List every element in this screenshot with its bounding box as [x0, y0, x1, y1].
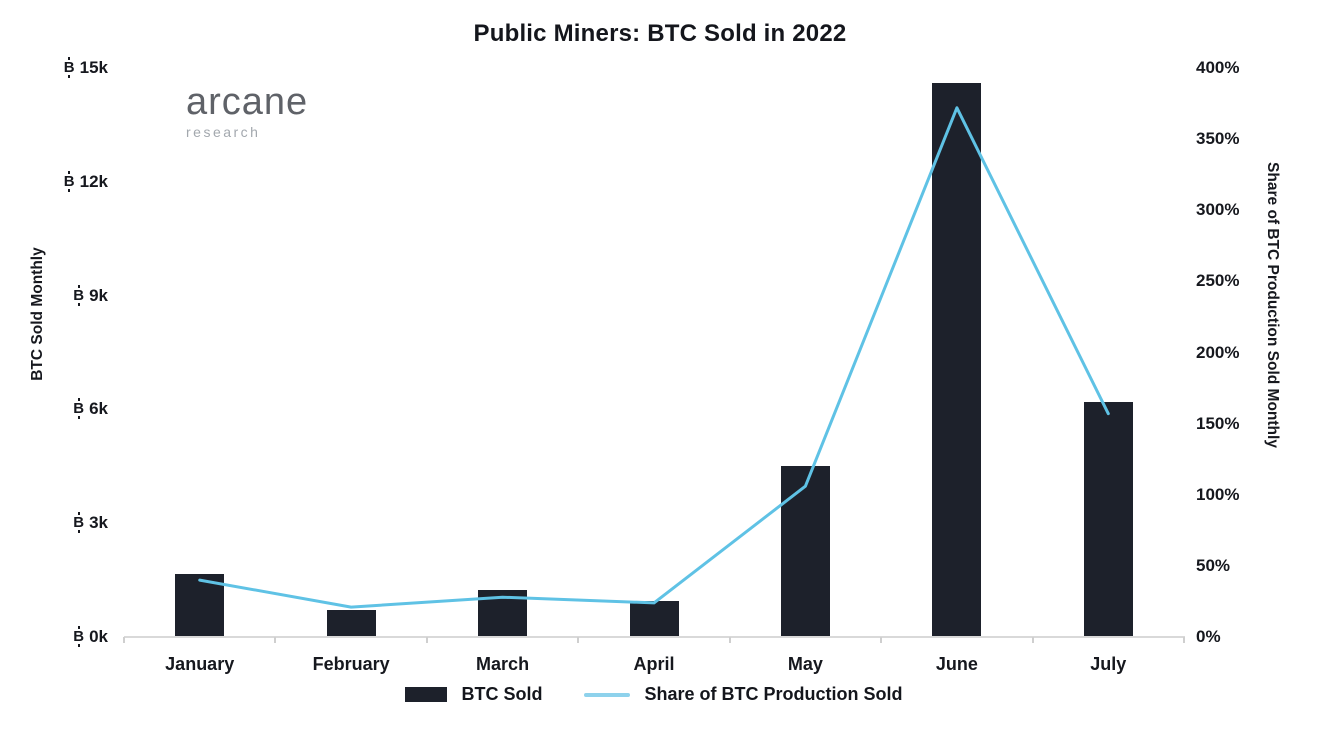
bar-july	[1083, 401, 1133, 637]
y-tick-left-label: 0k	[89, 627, 108, 646]
y-tick-left: B 0k	[0, 626, 108, 648]
plot-area	[124, 68, 1184, 637]
bar-april	[629, 600, 679, 637]
btc-symbol: B	[73, 512, 85, 534]
bar-february	[326, 610, 376, 637]
bar-january	[175, 574, 225, 637]
logo-wordmark: arcane	[186, 81, 309, 123]
x-axis-tick	[1183, 637, 1185, 643]
y-tick-right: 50%	[1196, 555, 1231, 575]
share-line-series	[198, 106, 1110, 609]
x-label-april: April	[633, 654, 675, 674]
bar-june	[932, 83, 982, 637]
y-tick-left: B 6k	[0, 398, 108, 420]
btc-symbol: B	[63, 57, 75, 78]
x-axis-tick	[577, 637, 580, 643]
left-axis-title: BTC Sold Monthly	[29, 247, 46, 381]
arcane-logo: arcane research	[186, 81, 309, 140]
legend-bar-label: BTC Sold	[461, 684, 543, 704]
y-tick-left: B 9k	[0, 284, 108, 307]
x-label-february: February	[312, 654, 390, 674]
y-tick-left: B 15k	[0, 57, 108, 79]
chart-title: Public Miners: BTC Sold in 2022	[473, 20, 847, 47]
x-label-january: January	[165, 654, 235, 674]
y-tick-left: B 12k	[0, 170, 108, 193]
x-axis-tick	[425, 637, 428, 643]
legend-bar-swatch	[405, 687, 448, 702]
y-tick-left-label: 9k	[89, 285, 108, 305]
btc-symbol: B	[73, 626, 85, 647]
x-axis-line	[124, 636, 1185, 638]
btc-symbol: B	[73, 284, 85, 306]
y-tick-left-label: 3k	[89, 513, 108, 533]
legend-line-label: Share of BTC Production Sold	[644, 684, 903, 704]
x-axis-tick	[880, 637, 883, 643]
y-tick-right: 0%	[1196, 627, 1221, 646]
y-tick-right: 250%	[1196, 271, 1240, 291]
y-tick-right: 400%	[1196, 58, 1240, 77]
bar-may	[780, 466, 830, 637]
y-tick-right: 300%	[1196, 200, 1240, 220]
y-tick-left-label: 12k	[79, 171, 108, 191]
btc-symbol: B	[73, 398, 85, 420]
x-axis-tick	[728, 637, 731, 643]
x-label-may: May	[787, 654, 823, 674]
y-tick-left: B 3k	[0, 512, 108, 534]
btc-symbol: B	[63, 170, 75, 192]
y-tick-right: 200%	[1196, 342, 1240, 362]
y-tick-right: 350%	[1196, 129, 1240, 149]
y-tick-left-label: 15k	[79, 58, 108, 77]
x-label-march: March	[476, 654, 530, 674]
right-axis-title: Share of BTC Production Sold Monthly	[1264, 162, 1281, 448]
legend: BTC Sold Share of BTC Production Sold	[124, 684, 1184, 705]
x-label-june: June	[935, 654, 978, 674]
x-label-july: July	[1090, 654, 1127, 674]
x-axis-tick	[274, 637, 277, 643]
legend-line-swatch	[584, 692, 631, 697]
y-tick-right: 100%	[1196, 484, 1240, 504]
y-tick-right: 150%	[1196, 413, 1240, 433]
y-tick-left-label: 6k	[89, 399, 108, 419]
x-axis-tick	[123, 637, 125, 643]
x-axis-tick	[1031, 637, 1034, 643]
share-line	[198, 106, 1110, 609]
logo-subtitle: research	[186, 123, 261, 140]
